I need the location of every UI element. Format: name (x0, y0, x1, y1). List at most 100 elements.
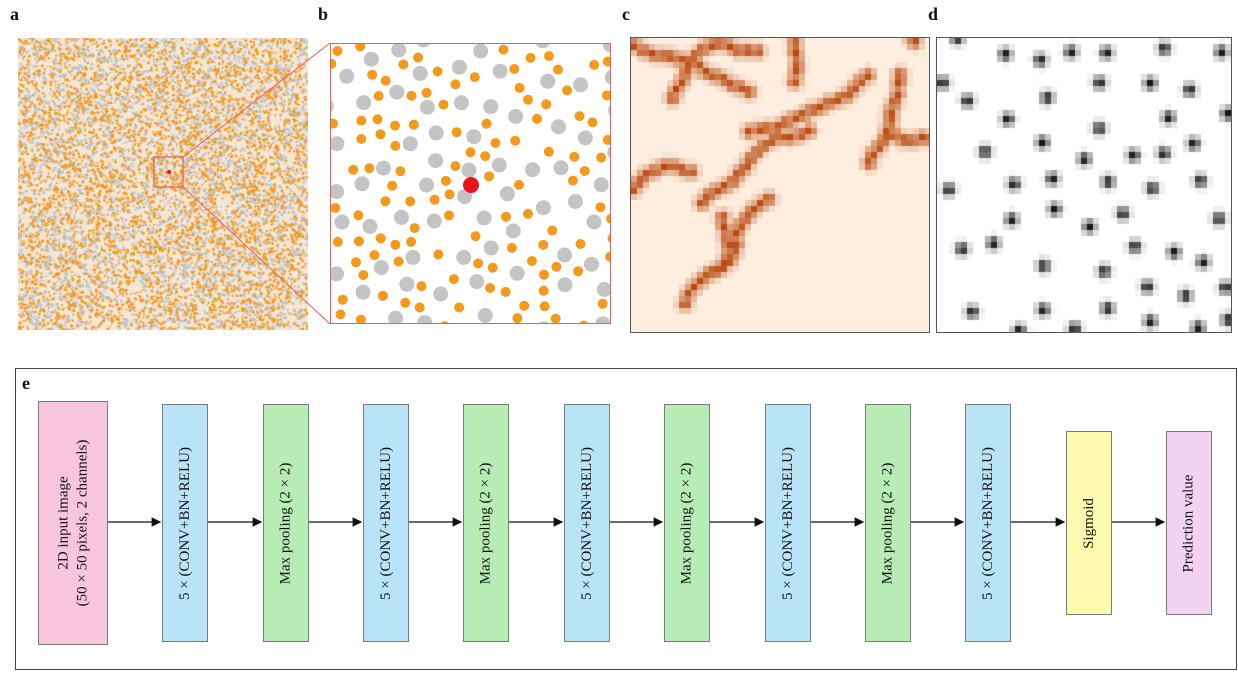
small-particle (541, 99, 552, 110)
small-particle (512, 313, 523, 323)
zoomed-local-environment (330, 43, 611, 324)
panel-label-c: c (622, 4, 630, 24)
large-particle (483, 240, 499, 256)
small-particle (444, 189, 455, 200)
small-particle (367, 69, 378, 80)
small-particle (501, 211, 511, 222)
small-particle (369, 250, 380, 261)
small-particle (523, 94, 533, 105)
large-particle (457, 189, 473, 205)
large-particle (355, 284, 371, 300)
layer-sigmoid: Sigmoid (1066, 431, 1112, 615)
small-particle (510, 135, 521, 146)
large-particle (466, 129, 482, 145)
small-particle (337, 294, 348, 305)
large-particle (373, 260, 389, 276)
large-particle (535, 44, 550, 49)
small-particle (390, 239, 401, 250)
zoomed-particles-svg (331, 44, 610, 323)
small-particle (416, 281, 427, 292)
small-particle (373, 91, 384, 101)
large-particle (356, 95, 372, 111)
small-particle (387, 180, 398, 191)
small-particle (438, 99, 449, 110)
small-particle (544, 51, 554, 62)
small-particle (408, 119, 419, 130)
large-particle (451, 59, 467, 75)
small-particle (444, 210, 454, 221)
large-particle (492, 63, 508, 79)
small-particle (514, 82, 525, 93)
small-particle (398, 59, 409, 70)
panel-label-b: b (318, 4, 329, 24)
large-particle-channel-canvas (937, 38, 1231, 332)
large-particle (428, 125, 444, 141)
large-particle (584, 256, 599, 272)
small-particle (481, 118, 492, 129)
layer-text-line: 2D input image (55, 476, 72, 570)
network-architecture-diagram: 2D input image (50 × 50 pixels, 2 channel… (15, 368, 1237, 670)
large-particle (595, 316, 610, 323)
small-particle (331, 118, 338, 129)
small-particle (355, 314, 366, 323)
large-particle (505, 223, 521, 239)
layer-text-line: Sigmoid (1080, 497, 1097, 549)
layer-pool4: Max pooling (2 × 2) (865, 404, 911, 642)
small-particle (597, 298, 608, 309)
layer-label-input: 2D input image (50 × 50 pixels, 2 channel… (54, 440, 92, 607)
layer-label-pool4: Max pooling (2 × 2) (879, 462, 898, 584)
large-particle (596, 281, 610, 297)
small-particle (596, 152, 607, 163)
small-particle (413, 52, 424, 63)
large-particle (469, 274, 485, 290)
small-particle (409, 223, 420, 234)
layer-input: 2D input image (50 × 50 pixels, 2 channel… (38, 401, 108, 645)
large-particle (388, 310, 403, 323)
particle-configuration-overview (18, 38, 308, 330)
small-particle-channel-canvas (631, 38, 929, 332)
large-particle (509, 265, 525, 281)
large-particle (419, 177, 434, 193)
small-particle (550, 313, 561, 323)
layer-label-conv4: 5 × (CONV+BN+RELU) (779, 447, 798, 600)
large-particle (433, 286, 449, 302)
large-particle (557, 277, 573, 293)
layer-label-conv3: 5 × (CONV+BN+RELU) (578, 447, 597, 600)
large-particle (602, 44, 610, 53)
layer-text-line: Max pooling (2 × 2) (879, 462, 896, 584)
small-particle (601, 90, 610, 101)
small-particle (606, 213, 610, 224)
small-particle (487, 262, 498, 273)
layer-label-sigmoid: Sigmoid (1080, 498, 1099, 549)
small-particle (519, 300, 530, 311)
large-particle (539, 321, 549, 323)
small-particle (539, 301, 550, 312)
small-particle (353, 236, 364, 247)
small-particle (602, 56, 610, 67)
small-particle (569, 151, 580, 162)
small-particle (375, 233, 386, 244)
small-particle (355, 44, 366, 52)
small-particle (607, 234, 610, 243)
small-particle (514, 179, 524, 190)
small-particle (567, 175, 578, 186)
small-particle (429, 194, 440, 205)
layer-text-line: 5 × (CONV+BN+RELU) (979, 446, 996, 600)
large-particle (535, 200, 551, 216)
small-particle (523, 208, 533, 219)
large-particle (577, 130, 593, 146)
layer-text-line: (50 × 50 pixels, 2 channels) (74, 439, 91, 607)
small-particle (440, 175, 451, 186)
small-particle (500, 286, 511, 297)
layer-text-line: 5 × (CONV+BN+RELU) (377, 446, 394, 600)
layer-label-pool2: Max pooling (2 × 2) (477, 462, 496, 584)
small-particle (451, 127, 462, 138)
small-particle (473, 258, 484, 269)
panel-label-a: a (10, 4, 19, 24)
small-particle (574, 111, 585, 122)
small-particle (432, 66, 443, 77)
target-particle (463, 177, 479, 193)
large-particle (553, 160, 569, 176)
small-particle (405, 196, 416, 207)
large-particle (604, 70, 610, 85)
